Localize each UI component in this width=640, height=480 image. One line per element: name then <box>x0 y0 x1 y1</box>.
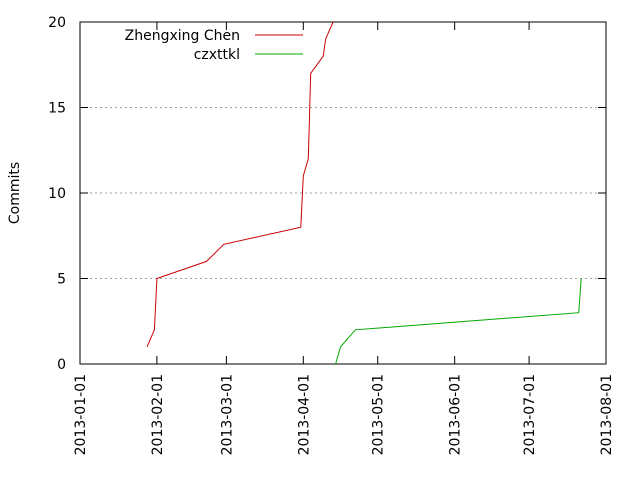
series-lines <box>146 21 582 365</box>
legend-label: czxttkl <box>194 47 240 63</box>
x-tick-label: 2013-05-01 <box>371 374 387 455</box>
legend-label: Zhengxing Chen <box>125 28 240 44</box>
gridlines <box>80 107 606 279</box>
y-axis-label: Commits <box>7 162 23 224</box>
y-tick-label: 15 <box>48 101 66 117</box>
x-tick-label: 2013-08-01 <box>599 374 615 455</box>
axis-ticks: 0 5 10 15 20 2013-01-01 2013-02-01 2013-03-01 20… <box>48 15 615 455</box>
y-tick-label: 5 <box>57 272 66 288</box>
series-line <box>335 278 582 365</box>
plot-frame <box>79 21 607 365</box>
y-tick-label: 0 <box>57 357 66 373</box>
series-line <box>146 21 334 348</box>
x-tick-label: 2013-07-01 <box>522 374 538 455</box>
x-tick-label: 2013-03-01 <box>219 374 235 455</box>
x-tick-label: 2013-04-01 <box>296 374 312 455</box>
x-tick-label: 2013-06-01 <box>448 374 464 455</box>
legend: Zhengxing Chen czxttkl <box>125 28 303 63</box>
y-tick-label: 20 <box>48 15 66 31</box>
x-tick-label: 2013-02-01 <box>150 374 166 455</box>
y-tick-label: 10 <box>48 186 66 202</box>
x-tick-label: 2013-01-01 <box>73 374 89 455</box>
